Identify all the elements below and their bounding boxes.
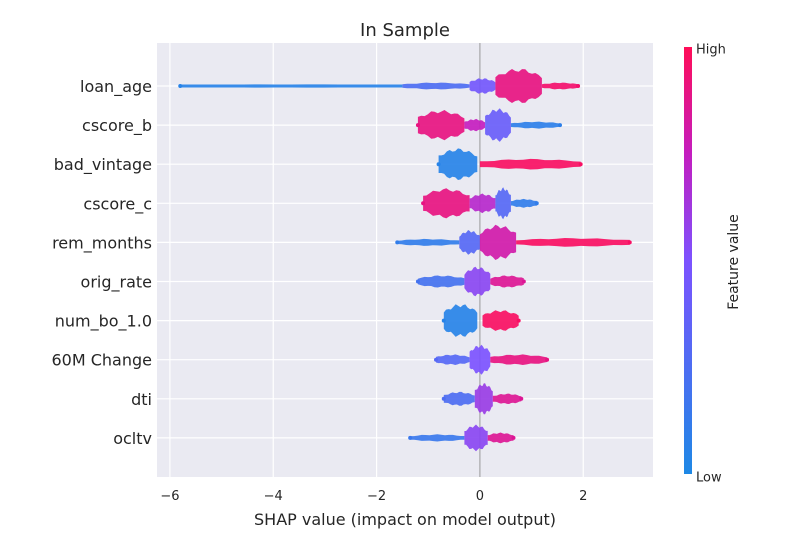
- feature-label: 60M Change: [51, 351, 152, 370]
- swarm-segment: [438, 148, 478, 180]
- swarm-end-point: [441, 396, 446, 401]
- feature-label: num_bo_1.0: [55, 312, 152, 332]
- feature-swarm: [178, 69, 581, 103]
- swarm-segment: [436, 354, 470, 365]
- swarm-segment: [464, 266, 491, 297]
- swarm-segment: [495, 69, 542, 103]
- swarm-segment: [510, 121, 560, 129]
- swarm-segment: [464, 424, 488, 452]
- swarm-segment: [180, 84, 403, 88]
- swarm-segment: [464, 118, 486, 132]
- x-axis-title: SHAP value (impact on model output): [254, 510, 556, 529]
- swarm-end-point: [545, 357, 550, 362]
- swarm-segment: [397, 238, 460, 246]
- plot-background: [157, 43, 653, 477]
- swarm-segment: [490, 354, 548, 365]
- swarm-end-point: [511, 435, 516, 440]
- feature-swarm: [434, 344, 550, 375]
- swarm-segment: [410, 434, 465, 442]
- feature-label: cscore_b: [82, 116, 152, 136]
- swarm-segment: [469, 78, 496, 94]
- swarm-segment: [487, 432, 514, 444]
- beeswarms: [178, 69, 632, 452]
- swarm-end-point: [421, 201, 426, 206]
- feature-label: orig_rate: [81, 273, 152, 293]
- swarm-segment: [479, 224, 517, 260]
- swarm-end-point: [415, 279, 420, 284]
- swarm-end-point: [627, 240, 632, 245]
- swarm-end-point: [415, 123, 420, 128]
- swarm-segment: [492, 393, 522, 404]
- swarm-segment: [402, 82, 470, 90]
- colorbar-low-label: Low: [696, 471, 722, 486]
- colorbar: [684, 47, 692, 474]
- x-tick-label: −4: [264, 489, 283, 504]
- swarm-end-point: [516, 318, 521, 323]
- x-tick-labels: −6 −4 −2 0 2: [160, 489, 587, 504]
- swarm-end-point: [436, 162, 441, 167]
- feature-label: ocltv: [113, 429, 152, 448]
- feature-swarm: [436, 148, 583, 180]
- feature-label: rem_months: [52, 233, 152, 253]
- swarm-segment: [495, 187, 511, 220]
- x-tick-label: −2: [367, 489, 386, 504]
- swarm-segment: [469, 193, 496, 214]
- feature-swarm: [415, 266, 526, 297]
- colorbar-title: Feature value: [726, 214, 742, 310]
- feature-label: cscore_c: [83, 194, 152, 214]
- swarm-end-point: [519, 396, 524, 401]
- swarm-segment: [490, 275, 524, 288]
- swarm-segment: [443, 304, 478, 337]
- feature-swarm: [441, 383, 524, 415]
- swarm-end-point: [534, 201, 539, 206]
- swarm-segment: [510, 198, 537, 208]
- feature-swarm: [395, 224, 632, 260]
- chart-title: In Sample: [360, 20, 450, 41]
- swarm-end-point: [434, 357, 438, 362]
- feature-swarm: [415, 108, 562, 142]
- swarm-end-point: [395, 240, 400, 245]
- feature-label: dti: [131, 390, 152, 409]
- swarm-segment: [469, 344, 491, 375]
- colorbar-high-label: High: [696, 43, 726, 58]
- feature-labels: loan_age cscore_b bad_vintage cscore_c rem_m…: [51, 77, 152, 448]
- x-tick-label: 0: [476, 489, 484, 504]
- swarm-end-point: [441, 318, 446, 323]
- swarm-segment: [423, 188, 470, 219]
- swarm-end-point: [578, 162, 583, 167]
- feature-label: bad_vintage: [54, 155, 152, 175]
- x-tick-label: −6: [160, 489, 179, 504]
- swarm-end-point: [558, 123, 562, 128]
- swarm-end-point: [521, 279, 526, 284]
- swarm-segment: [485, 108, 511, 142]
- feature-swarm: [421, 187, 539, 220]
- swarm-segment: [541, 82, 579, 90]
- swarm-segment: [474, 383, 493, 415]
- x-tick-label: 2: [579, 489, 587, 504]
- feature-label: loan_age: [80, 77, 152, 97]
- swarm-segment: [443, 391, 475, 406]
- swarm-end-point: [408, 435, 413, 440]
- swarm-segment: [417, 275, 465, 288]
- swarm-end-point: [576, 84, 581, 88]
- swarm-segment: [516, 238, 630, 247]
- swarm-segment: [482, 310, 519, 331]
- swarm-end-point: [178, 84, 183, 88]
- feature-swarm: [408, 424, 516, 452]
- feature-swarm: [441, 304, 521, 337]
- swarm-segment: [479, 158, 581, 170]
- swarm-segment: [417, 110, 465, 141]
- swarm-segment: [459, 230, 480, 255]
